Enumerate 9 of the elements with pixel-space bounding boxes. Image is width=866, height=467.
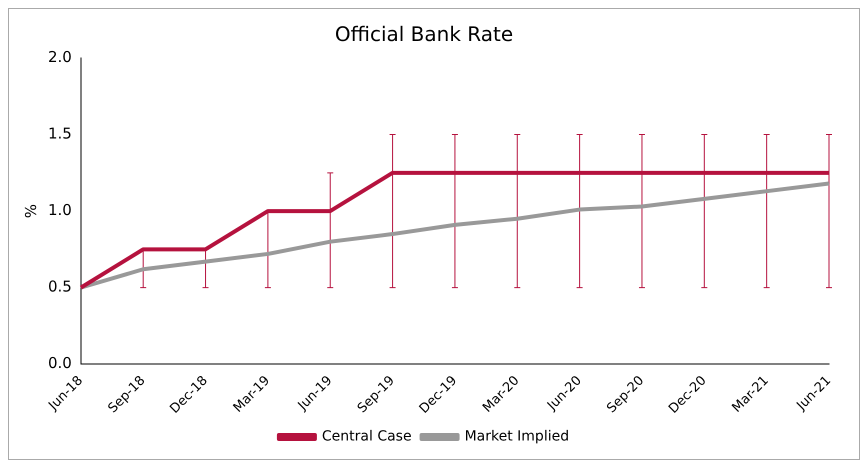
- y-axis-title: %: [22, 204, 40, 218]
- legend-label: Central Case: [322, 428, 412, 445]
- legend-label: Market Implied: [464, 428, 570, 445]
- y-tick-label: 0.0: [48, 354, 72, 372]
- chart-title: Official Bank Rate: [334, 22, 514, 46]
- y-tick-label: 2.0: [48, 48, 72, 66]
- y-tick-label: 1.0: [48, 200, 72, 219]
- y-tick-label: 0.5: [48, 278, 72, 296]
- y-tick-label: 1.5: [48, 124, 72, 142]
